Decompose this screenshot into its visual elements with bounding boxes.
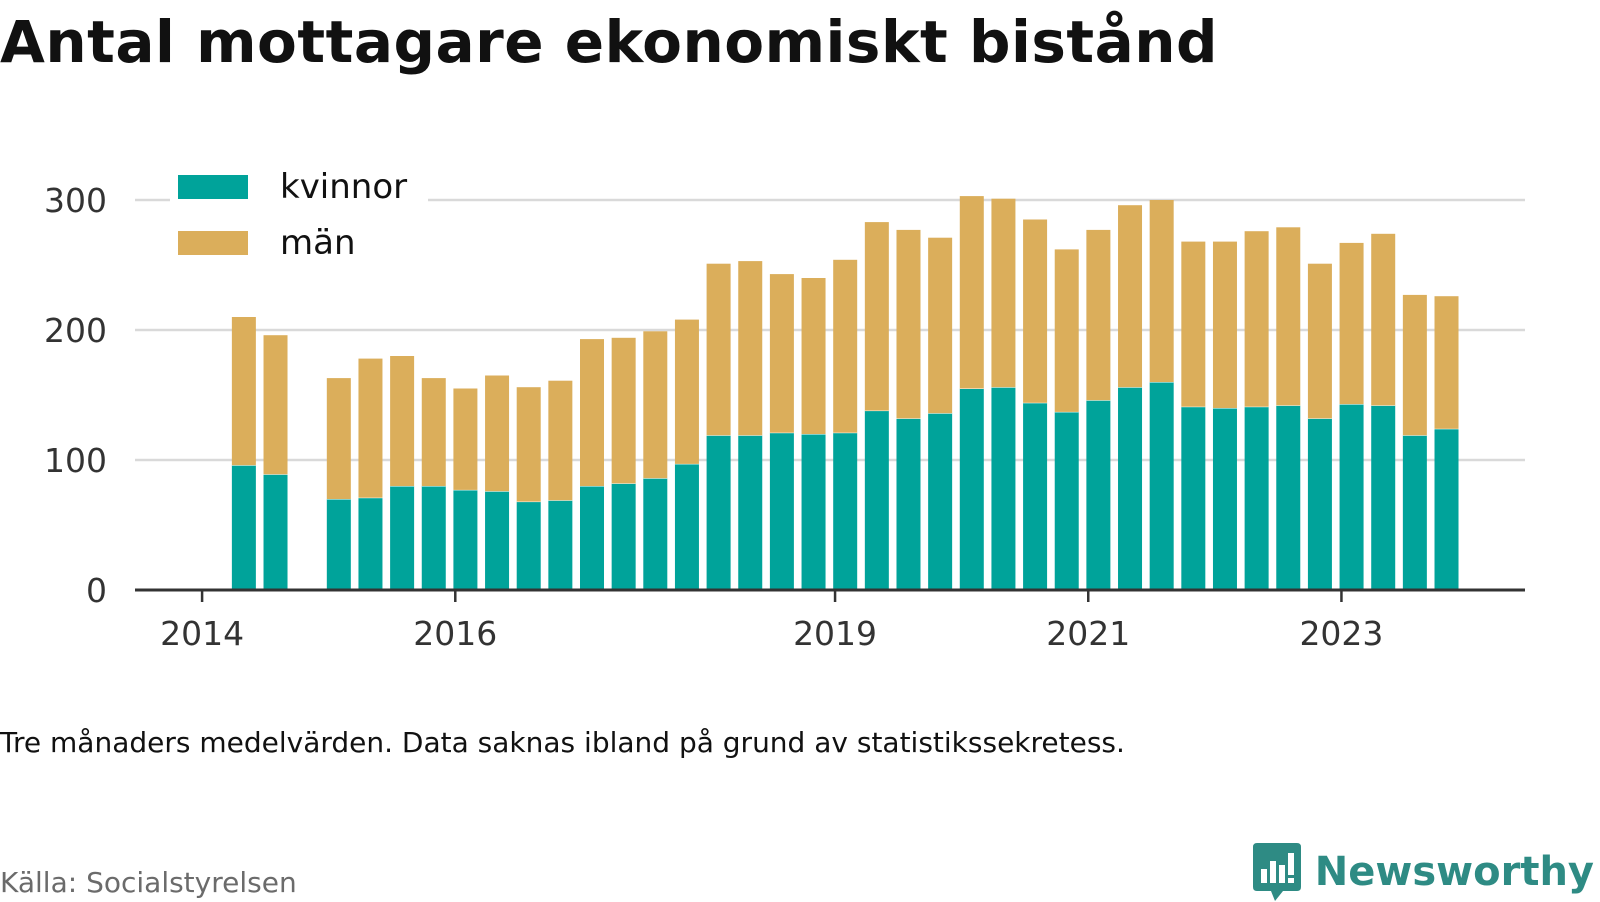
newsworthy-bar-chart-icon bbox=[1252, 843, 1301, 901]
bar-man bbox=[1054, 249, 1079, 412]
bar-kvinnor bbox=[928, 413, 953, 590]
y-tick-label: 100 bbox=[44, 441, 107, 480]
bar-kvinnor bbox=[611, 483, 636, 590]
bar-kvinnor bbox=[1086, 400, 1111, 590]
bar-kvinnor bbox=[1118, 387, 1143, 590]
brand-name: Newsworthy bbox=[1314, 849, 1594, 895]
bar-kvinnor bbox=[959, 388, 984, 590]
bar-man bbox=[1181, 241, 1206, 407]
y-tick-label: 200 bbox=[44, 311, 107, 350]
bar-man bbox=[959, 196, 984, 389]
bar-kvinnor bbox=[1149, 382, 1174, 590]
bar-kvinnor bbox=[548, 500, 573, 590]
bar-kvinnor bbox=[991, 387, 1016, 590]
bar-kvinnor bbox=[1434, 428, 1459, 590]
bar-man bbox=[485, 375, 510, 492]
bar-man bbox=[548, 380, 573, 501]
bar-man bbox=[580, 339, 605, 486]
bar-man bbox=[453, 388, 478, 490]
bar-man bbox=[674, 319, 699, 464]
x-tick-label: 2014 bbox=[160, 614, 244, 653]
bar-kvinnor bbox=[864, 410, 889, 590]
bar-kvinnor bbox=[896, 418, 921, 590]
source-text: Källa: Socialstyrelsen bbox=[0, 866, 297, 899]
axes: 0 100 200 300 2014 2016 2019 2021 2023 bbox=[44, 181, 1525, 653]
x-tick-label: 2016 bbox=[413, 614, 497, 653]
bar-kvinnor bbox=[485, 491, 510, 590]
bar-man bbox=[864, 222, 889, 411]
bar-man bbox=[643, 331, 668, 479]
bar-kvinnor bbox=[1212, 408, 1237, 590]
bar-kvinnor bbox=[1307, 418, 1332, 590]
bar-kvinnor bbox=[706, 435, 731, 590]
bar-kvinnor bbox=[358, 497, 383, 590]
bar-man bbox=[1023, 219, 1048, 403]
bar-man bbox=[991, 198, 1016, 388]
legend: kvinnor män bbox=[170, 167, 428, 268]
bar-man bbox=[1244, 231, 1269, 407]
bar-kvinnor bbox=[453, 489, 478, 590]
bar-man bbox=[706, 263, 731, 436]
bar-kvinnor bbox=[1371, 405, 1396, 590]
bar-kvinnor bbox=[1054, 411, 1079, 590]
bar-kvinnor bbox=[1339, 404, 1364, 590]
stacked-bar-chart: 0 100 200 300 2014 2016 2019 2021 2023 kvinnor mä… bbox=[44, 167, 1525, 653]
bar-man bbox=[1086, 229, 1111, 401]
bar-man bbox=[1371, 233, 1396, 406]
x-tick-label: 2019 bbox=[793, 614, 877, 653]
bar-man bbox=[1212, 241, 1237, 408]
legend-label: män bbox=[280, 223, 356, 263]
bar-man bbox=[1307, 263, 1332, 419]
bar-man bbox=[896, 229, 921, 419]
legend-swatch-man bbox=[178, 231, 248, 255]
bar-kvinnor bbox=[769, 432, 794, 590]
chart-title: Antal mottagare ekonomiskt bistånd bbox=[0, 8, 1219, 76]
bar-kvinnor bbox=[580, 486, 605, 590]
bar-man bbox=[611, 337, 636, 484]
bar-man bbox=[1276, 227, 1301, 406]
bar-kvinnor bbox=[1402, 435, 1427, 590]
bar-kvinnor bbox=[833, 432, 858, 590]
y-tick-label: 300 bbox=[44, 181, 107, 220]
legend-label: kvinnor bbox=[280, 167, 407, 207]
bar-kvinnor bbox=[674, 463, 699, 590]
bar-man bbox=[326, 378, 351, 499]
bar-man bbox=[421, 378, 446, 486]
bar-man bbox=[769, 274, 794, 433]
bar-man bbox=[928, 237, 953, 414]
bar-man bbox=[263, 335, 288, 475]
bar-kvinnor bbox=[263, 474, 288, 590]
bar-man bbox=[801, 278, 826, 434]
chart-note: Tre månaders medelvärden. Data saknas ib… bbox=[0, 726, 1125, 759]
bar-man bbox=[231, 317, 256, 466]
bar-man bbox=[516, 387, 541, 502]
x-tick-label: 2021 bbox=[1046, 614, 1130, 653]
bar-man bbox=[1118, 205, 1143, 388]
y-tick-label: 0 bbox=[86, 571, 107, 610]
bar-kvinnor bbox=[1244, 406, 1269, 590]
bar-kvinnor bbox=[326, 499, 351, 590]
bar-man bbox=[1149, 200, 1174, 382]
bar-man bbox=[1339, 242, 1364, 405]
bar-kvinnor bbox=[231, 465, 256, 590]
bar-man bbox=[833, 259, 858, 433]
x-tick-label: 2023 bbox=[1299, 614, 1383, 653]
legend-swatch-kvinnor bbox=[178, 175, 248, 199]
bar-man bbox=[1402, 294, 1427, 436]
bar-kvinnor bbox=[643, 478, 668, 590]
brand-logo: Newsworthy bbox=[1252, 842, 1594, 902]
bars bbox=[231, 196, 1459, 590]
bar-man bbox=[1434, 296, 1459, 429]
bar-kvinnor bbox=[516, 501, 541, 590]
bar-kvinnor bbox=[390, 486, 415, 590]
bar-man bbox=[390, 356, 415, 486]
bar-man bbox=[358, 358, 383, 498]
bar-kvinnor bbox=[1023, 402, 1048, 590]
bar-kvinnor bbox=[1276, 405, 1301, 590]
bar-kvinnor bbox=[1181, 406, 1206, 590]
bar-man bbox=[738, 261, 763, 436]
bar-kvinnor bbox=[421, 486, 446, 590]
bar-kvinnor bbox=[801, 434, 826, 590]
bar-kvinnor bbox=[738, 435, 763, 590]
